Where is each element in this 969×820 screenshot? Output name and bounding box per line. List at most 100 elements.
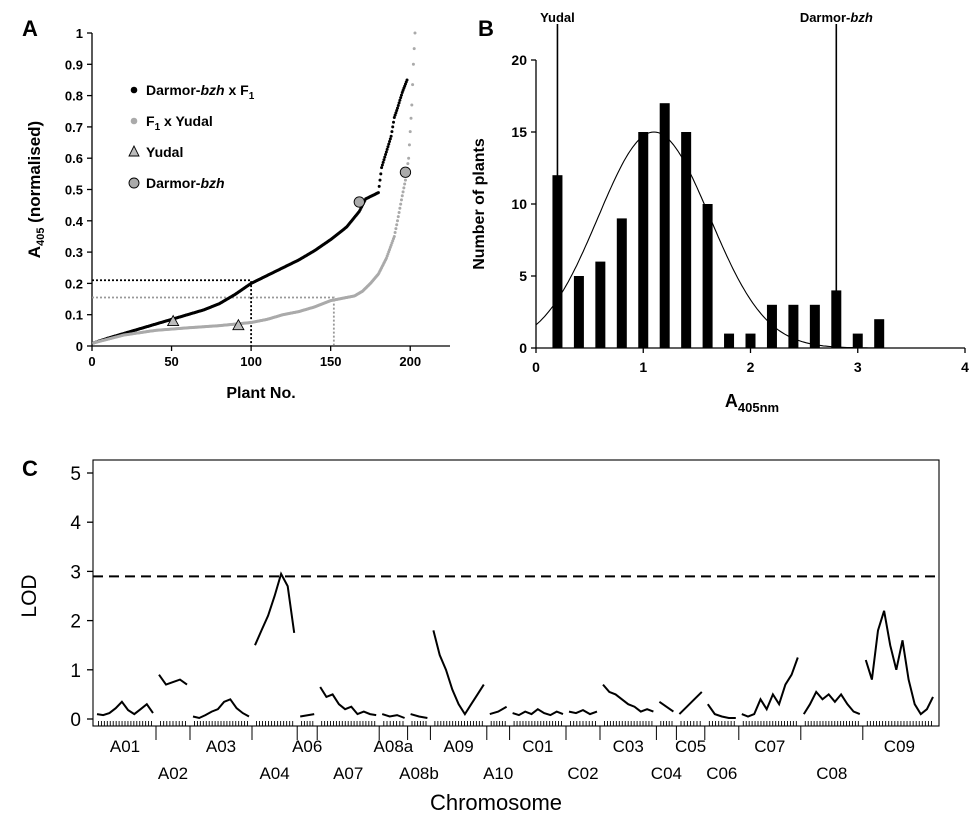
b-reference-label: Darmor-bzh bbox=[800, 10, 873, 25]
a-legend-label: F1 x Yudal bbox=[146, 113, 213, 133]
a-marker-yudal bbox=[166, 314, 180, 327]
c-lod-profile bbox=[158, 674, 188, 686]
a-point-f1-x-yudal bbox=[412, 47, 416, 51]
a-legend-marker bbox=[130, 86, 138, 94]
b-reference-label: Yudal bbox=[540, 10, 575, 25]
a-x-tick-label: 150 bbox=[320, 354, 342, 369]
a-legend-label: Darmor-bzh bbox=[146, 175, 225, 191]
c-chromosome-label: A08b bbox=[399, 764, 439, 783]
a-point-darmor-x-f1 bbox=[399, 96, 403, 100]
a-point-f1-x-yudal bbox=[408, 130, 412, 134]
a-point-darmor-x-f1 bbox=[395, 106, 399, 110]
c-lod-profile bbox=[512, 707, 564, 717]
c-lod-profile bbox=[381, 713, 405, 719]
b-bar bbox=[659, 103, 670, 348]
c-chromosome-label: C02 bbox=[567, 764, 598, 783]
a-point-f1-x-yudal bbox=[402, 186, 406, 190]
c-chromosome-label: A03 bbox=[206, 737, 236, 756]
a-x-tick-label: 50 bbox=[164, 354, 178, 369]
c-y-tick-label: 4 bbox=[70, 513, 81, 534]
a-point-darmor-x-f1 bbox=[394, 111, 398, 115]
a-legend-label: Darmor-bzh x F1 bbox=[146, 82, 255, 102]
c-lod-profile bbox=[568, 708, 598, 716]
c-lod-profile bbox=[192, 698, 250, 720]
a-point-f1-x-yudal bbox=[407, 156, 411, 160]
a-point-f1-x-yudal bbox=[396, 215, 400, 219]
c-chromosome-label: A02 bbox=[158, 764, 188, 783]
a-point-darmor-x-f1 bbox=[378, 178, 382, 182]
a-point-darmor-x-f1 bbox=[380, 166, 384, 170]
a-x-axis-label: Plant No. bbox=[226, 385, 295, 402]
a-x-tick-label: 0 bbox=[88, 354, 95, 369]
a-y-tick-label: 0.1 bbox=[65, 308, 83, 323]
b-bar bbox=[573, 276, 584, 348]
c-lod-profile bbox=[602, 683, 654, 713]
a-marker-darmor bbox=[353, 196, 365, 208]
a-point-f1-x-yudal bbox=[400, 194, 404, 198]
a-point-darmor-x-f1 bbox=[384, 150, 388, 154]
a-y-tick-label: 0.2 bbox=[65, 276, 83, 291]
b-x-tick-label: 3 bbox=[854, 359, 862, 375]
c-chromosome-label: C09 bbox=[884, 737, 915, 756]
c-chromosome-label: C06 bbox=[706, 764, 737, 783]
a-point-darmor-x-f1 bbox=[383, 155, 387, 159]
a-point-darmor-x-f1 bbox=[388, 137, 392, 141]
b-bar bbox=[616, 218, 627, 348]
c-lod-profile bbox=[96, 700, 154, 717]
a-point-f1-x-yudal bbox=[399, 198, 403, 202]
panel-b-letter: B bbox=[478, 16, 494, 41]
a-guide-line bbox=[92, 296, 335, 346]
a-guide-line bbox=[92, 279, 253, 346]
c-y-tick-label: 0 bbox=[70, 710, 81, 731]
c-lod-profile bbox=[864, 610, 934, 716]
a-legend-marker bbox=[128, 177, 140, 189]
c-chromosome-label: A01 bbox=[110, 737, 140, 756]
c-lod-profile bbox=[489, 705, 508, 716]
a-point-darmor-x-f1 bbox=[391, 125, 395, 129]
b-bar bbox=[809, 304, 820, 348]
a-point-darmor-x-f1 bbox=[386, 145, 390, 149]
b-bar bbox=[724, 333, 735, 348]
c-lod-profile bbox=[300, 713, 315, 718]
a-point-f1-x-yudal bbox=[392, 234, 396, 238]
b-bar bbox=[702, 204, 713, 348]
panel-b-histogram: 0 1 2 3 4 0 5 10 15 20 Yudal Darmor-bzh Number of pl… bbox=[471, 10, 969, 415]
a-point-darmor-x-f1 bbox=[385, 147, 389, 151]
c-chromosome-label: A09 bbox=[443, 737, 473, 756]
a-point-f1-x-yudal bbox=[410, 103, 414, 107]
a-point-f1-x-yudal bbox=[403, 182, 407, 186]
a-legend-marker bbox=[128, 144, 140, 157]
b-bar bbox=[788, 304, 799, 348]
c-chromosome-label: C05 bbox=[675, 737, 706, 756]
b-bar bbox=[745, 333, 756, 348]
a-point-darmor-x-f1 bbox=[387, 142, 391, 146]
a-point-f1-x-yudal bbox=[411, 62, 415, 66]
b-x-tick-label: 1 bbox=[639, 359, 647, 375]
a-point-darmor-x-f1 bbox=[390, 130, 394, 134]
b-x-tick-label: 2 bbox=[747, 359, 755, 375]
a-legend-label: Yudal bbox=[146, 144, 183, 160]
c-lod-profile bbox=[678, 691, 703, 715]
a-marker-yudal bbox=[232, 318, 245, 331]
a-y-tick-label: 0.6 bbox=[65, 151, 83, 166]
a-point-f1-x-yudal bbox=[395, 223, 399, 227]
a-y-tick-label: 0.3 bbox=[65, 245, 83, 260]
b-bar bbox=[681, 132, 692, 348]
c-y-tick-label: 1 bbox=[70, 661, 81, 682]
a-point-darmor-x-f1 bbox=[376, 191, 380, 195]
c-lod-profile bbox=[706, 703, 736, 719]
c-y-tick-label: 5 bbox=[70, 464, 81, 485]
a-point-darmor-x-f1 bbox=[384, 153, 388, 157]
a-point-darmor-x-f1 bbox=[381, 160, 385, 164]
c-lod-profile bbox=[432, 630, 485, 716]
a-point-darmor-x-f1 bbox=[397, 101, 401, 105]
c-chromosome-label: A08a bbox=[374, 737, 414, 756]
a-point-f1-x-yudal bbox=[393, 231, 397, 235]
a-point-f1-x-yudal bbox=[411, 83, 415, 87]
a-point-f1-x-yudal bbox=[407, 143, 411, 147]
b-x-axis-label: A405nm bbox=[725, 391, 779, 415]
a-point-darmor-x-f1 bbox=[382, 158, 386, 162]
a-x-tick-label: 100 bbox=[240, 354, 262, 369]
